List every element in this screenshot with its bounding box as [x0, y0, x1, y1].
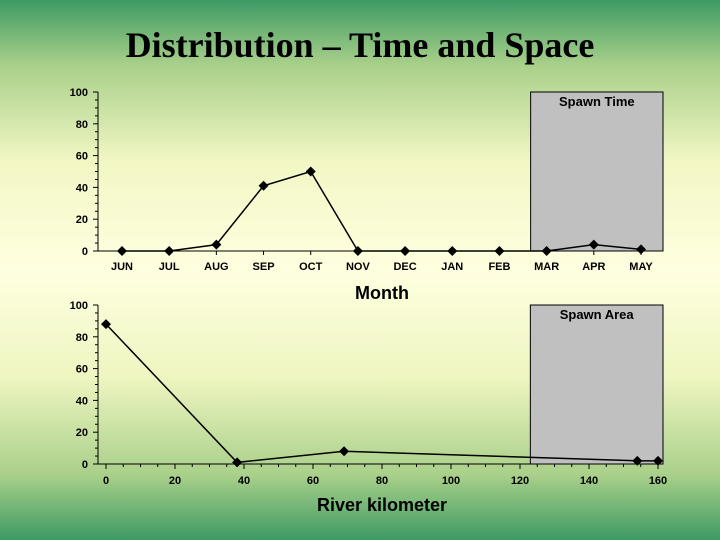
chart1-data-point: [117, 246, 127, 256]
chart1-data-point: [164, 246, 174, 256]
chart1-data-point: [447, 246, 457, 256]
chart1-x-tick-label: FEB: [488, 261, 510, 273]
chart1-x-tick-label: JUL: [159, 261, 180, 273]
chart1-x-tick-label: JAN: [441, 261, 463, 273]
chart1-shaded-region-label: Spawn Time: [559, 94, 635, 109]
chart2-x-tick-label: 40: [238, 475, 250, 487]
chart1-data-point: [306, 167, 316, 177]
chart1-y-tick-label: 0: [82, 246, 88, 258]
chart2-x-tick-label: 60: [307, 475, 319, 487]
chart1-shaded-region: [531, 92, 663, 251]
chart1-x-tick-label: MAY: [629, 261, 653, 273]
chart2-x-tick-label: 140: [580, 475, 598, 487]
chart2-y-tick-label: 80: [76, 332, 88, 344]
chart1-data-point: [353, 246, 363, 256]
chart2-x-tick-label: 160: [649, 475, 667, 487]
chart1-x-tick-label: APR: [582, 261, 605, 273]
chart1-y-tick-label: 60: [76, 151, 88, 163]
chart2-x-tick-label: 120: [511, 475, 529, 487]
chart1-y-tick-label: 20: [76, 214, 88, 226]
chart2-y-tick-label: 20: [76, 427, 88, 439]
chart2-x-tick-label: 20: [169, 475, 181, 487]
chart2-shaded-region: [530, 305, 663, 464]
chart2-shaded-region-label: Spawn Area: [560, 307, 635, 322]
chart2-x-tick-label: 100: [442, 475, 460, 487]
chart2-y-tick-label: 100: [70, 300, 88, 312]
chart2-data-point: [339, 446, 349, 456]
chart2-x-tick-label: 80: [376, 475, 388, 487]
chart1-y-tick-label: 40: [76, 182, 88, 194]
chart1-x-tick-label: SEP: [253, 261, 275, 273]
chart1-data-point: [494, 246, 504, 256]
chart2-y-tick-label: 60: [76, 364, 88, 376]
chart2-y-tick-label: 0: [82, 459, 88, 471]
chart2-x-tick-label: 0: [103, 475, 109, 487]
chart1-x-tick-label: MAR: [534, 261, 559, 273]
chart2-x-axis-title: River kilometer: [317, 495, 447, 515]
chart1-x-tick-label: AUG: [204, 261, 228, 273]
chart1-x-tick-label: JUN: [111, 261, 133, 273]
chart1-data-point: [400, 246, 410, 256]
chart1-x-tick-label: OCT: [299, 261, 323, 273]
chart1-x-tick-label: DEC: [393, 261, 416, 273]
chart1-y-tick-label: 100: [70, 87, 88, 99]
chart1-x-tick-label: NOV: [346, 261, 371, 273]
chart1-x-axis-title: Month: [355, 283, 409, 303]
chart1-y-tick-label: 80: [76, 119, 88, 131]
chart2-y-tick-label: 40: [76, 395, 88, 407]
